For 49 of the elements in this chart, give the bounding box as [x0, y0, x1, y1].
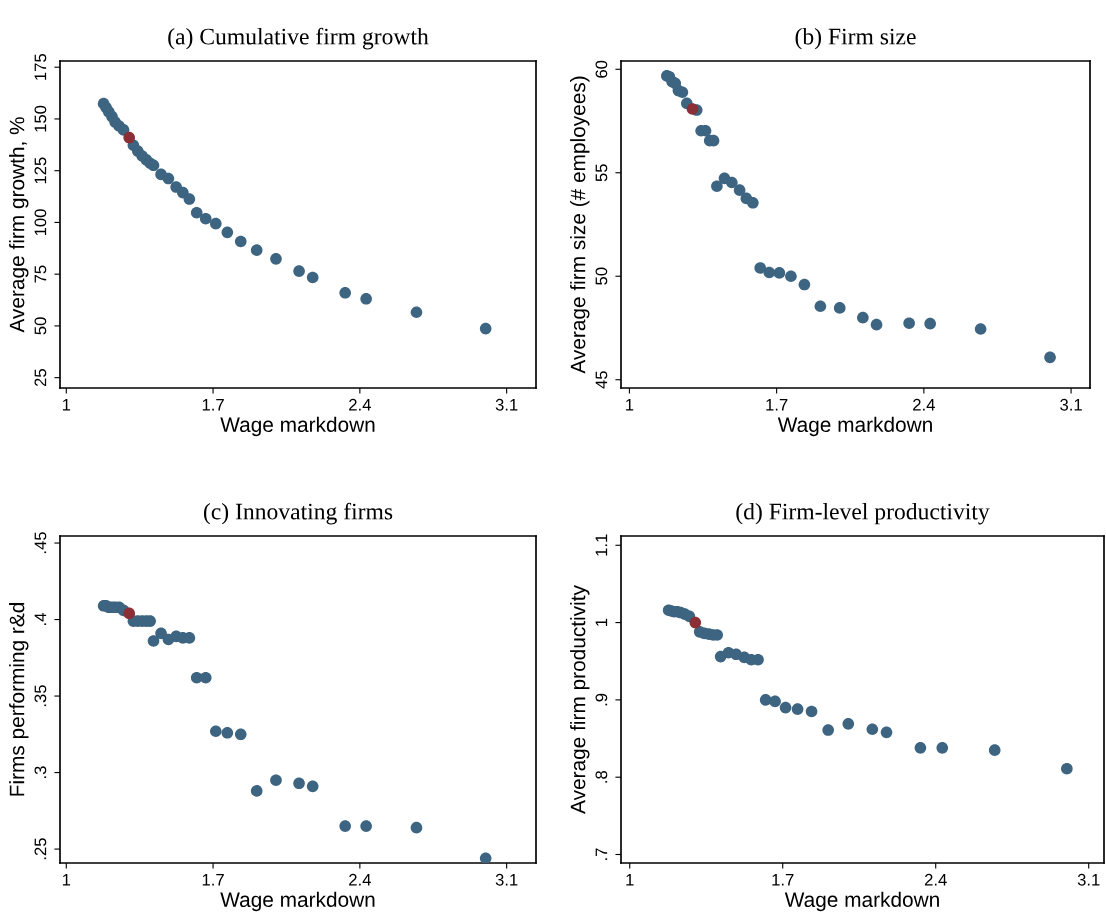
x-axis-title: Wage markdown — [220, 416, 375, 437]
x-tick-label: 1 — [626, 399, 634, 411]
x-tick-label: 1 — [62, 874, 71, 886]
x-tick-label: 1 — [62, 399, 71, 411]
x-axis-title: Wage markdown — [220, 891, 375, 912]
chart-title: (d) Firm-level productivity — [736, 502, 990, 525]
chart-title: (b) Firm size — [795, 27, 916, 50]
y-tick-label: 175 — [34, 54, 47, 80]
y-tick-label: 60 — [595, 60, 608, 78]
y-tick-label: .3 — [34, 766, 47, 778]
y-tick-label: 100 — [34, 209, 47, 236]
x-tick-label: 1.7 — [202, 874, 224, 886]
y-axis-title: Average firm size (# employees) — [570, 76, 590, 374]
x-tick-label: 2.4 — [349, 398, 371, 411]
y-tick-label: 50 — [595, 267, 608, 285]
y-axis-title: Average firm productivity — [570, 585, 590, 814]
x-tick-label: 3.1 — [1060, 398, 1082, 411]
y-tick-label: 1 — [595, 618, 608, 626]
y-tick-label: .7 — [595, 848, 608, 860]
y-tick-label: 45 — [595, 371, 608, 389]
x-tick-label: 3.1 — [495, 873, 518, 886]
y-tick-label: .45 — [34, 532, 47, 554]
y-tick-label: .25 — [34, 838, 47, 860]
chart-title: (c) Innovating firms — [203, 502, 393, 525]
y-tick-label: 50 — [34, 317, 47, 335]
y-tick-label: 55 — [595, 164, 608, 182]
x-tick-label: 2.4 — [913, 398, 935, 411]
y-tick-label: .8 — [595, 770, 608, 783]
x-tick-label: 1.7 — [202, 399, 224, 411]
y-tick-label: .35 — [34, 685, 47, 707]
y-tick-label: 150 — [34, 105, 47, 132]
x-axis-title: Wage markdown — [777, 416, 932, 437]
y-tick-label: 125 — [34, 157, 47, 184]
x-tick-label: 1.7 — [772, 874, 794, 886]
y-tick-label: 75 — [34, 265, 47, 283]
y-axis-title: Firms performing r&d — [9, 603, 29, 796]
chart-title: (a) Cumulative firm growth — [168, 27, 429, 50]
y-tick-label: .9 — [595, 693, 608, 706]
x-tick-label: 1 — [626, 874, 634, 886]
x-tick-label: 2.4 — [924, 873, 947, 886]
x-axis-title: Wage markdown — [784, 891, 939, 912]
y-tick-label: 1.1 — [595, 534, 608, 556]
y-axis-title: Average firm growth, % — [9, 117, 29, 333]
y-tick-label: 25 — [34, 369, 47, 387]
x-tick-label: 2.4 — [349, 873, 371, 886]
y-tick-label: .4 — [34, 613, 47, 625]
x-tick-label: 1.7 — [766, 399, 788, 411]
x-tick-label: 3.1 — [495, 398, 518, 411]
x-tick-label: 3.1 — [1077, 873, 1100, 886]
